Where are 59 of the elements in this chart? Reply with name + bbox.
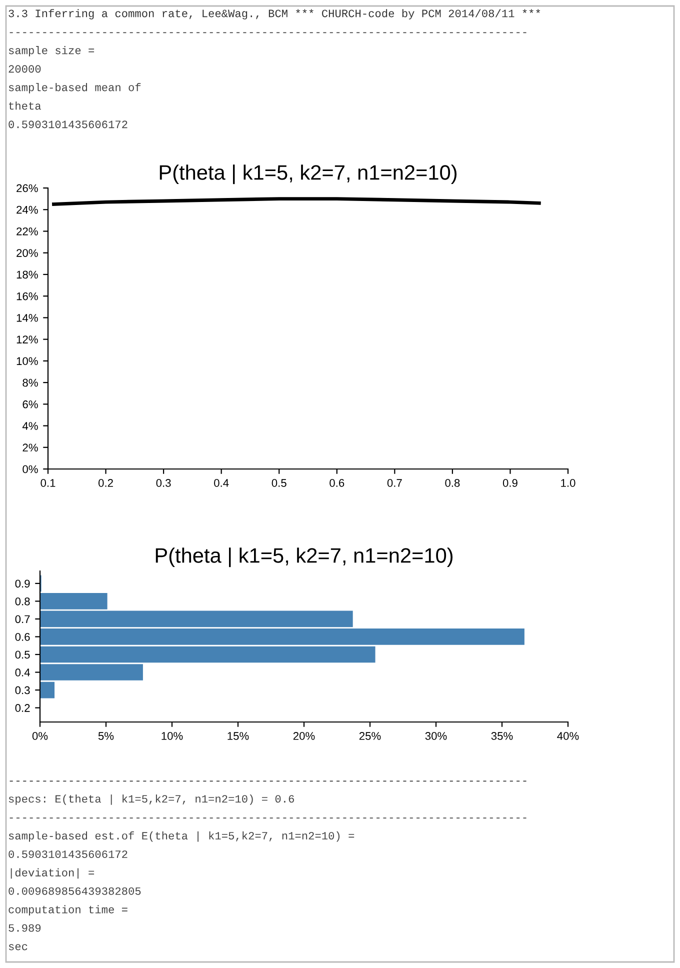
y-tick-label: 0.4 [15, 668, 30, 676]
y-tick-label: 22% [16, 228, 38, 236]
text: |deviation| = [10, 868, 94, 879]
y-tick-label: 2% [22, 444, 38, 452]
x-tick-label: 0% [32, 732, 48, 740]
text: 20000 [8, 65, 41, 73]
y-tick-label: 0.2 [15, 704, 30, 712]
y-tick-label: 0.8 [15, 597, 30, 606]
y-tick-label: 24% [16, 206, 38, 214]
x-tick-label: 0.2 [98, 479, 113, 487]
x-tick-label: 0.9 [502, 479, 518, 487]
text: 0.5903101435606172 [8, 850, 128, 858]
y-tick-label: 0.3 [15, 686, 30, 694]
text: specs: E(theta | k1=5,k2=7, n1=n2=10) = 0.6 [8, 794, 294, 805]
chart-title: P(theta | k1=5, k2=7, n1=n2=10) [156, 548, 453, 568]
x-tick-label: 20% [293, 732, 315, 740]
text: sample-based mean of [8, 83, 141, 94]
y-tick-label: 0% [22, 465, 38, 474]
text: 0.5903101435606172 [8, 120, 128, 128]
text: sec [8, 944, 28, 950]
y-tick-label: 20% [16, 249, 38, 257]
x-tick-label: 0.4 [214, 479, 229, 487]
y-tick-label: 14% [16, 314, 38, 322]
x-tick-label: 30% [425, 732, 447, 740]
y-tick-label: 0.7 [15, 615, 30, 624]
y-tick-label: 10% [16, 357, 38, 366]
y-tick-label: 18% [16, 270, 38, 279]
y-tick-label: 16% [16, 292, 38, 300]
x-tick-label: 40% [557, 732, 579, 740]
y-tick-label: 0.9 [15, 580, 30, 588]
x-tick-label: 0.7 [387, 479, 402, 487]
x-tick-label: 25% [359, 732, 381, 740]
text: sample size = [8, 46, 94, 56]
x-tick-label: 0.8 [445, 479, 460, 487]
text: 5.989 [8, 924, 41, 932]
x-tick-label: 0.5 [272, 479, 286, 487]
y-tick-label: 6% [22, 400, 38, 408]
text: ------------------------------------------------------------------------------ [10, 780, 526, 782]
x-tick-label: 1.0 [561, 479, 576, 487]
x-tick-label: 10% [162, 732, 183, 740]
x-tick-label: 5% [98, 732, 114, 740]
text: 0.009689856439382805 [8, 887, 141, 895]
y-tick-label: 8% [22, 378, 38, 387]
text: computation time = [8, 905, 128, 916]
y-tick-label: 26% [16, 184, 38, 192]
x-tick-label: 15% [228, 732, 249, 740]
x-tick-label: 35% [491, 732, 513, 740]
x-tick-label: 0.6 [330, 479, 344, 487]
y-tick-label: 12% [16, 336, 38, 344]
text: ------------------------------------------------------------------------------ [10, 32, 526, 34]
y-tick-label: 4% [22, 422, 38, 430]
text: 3.3 Inferring a common rate, Lee&Wag., BCM *** CHURCH-code by PCM 2014/08/11 *** [8, 9, 540, 20]
y-tick-label: 0.5 [15, 650, 30, 659]
x-tick-label: 0.1 [40, 479, 56, 487]
text: sample-based est.of E(theta | k1=5,k2=7, n1=n2=10) = [8, 831, 354, 842]
y-tick-label: 0.6 [15, 632, 30, 641]
x-tick-label: 0.3 [156, 479, 171, 487]
chart-title: P(theta | k1=5, k2=7, n1=n2=10) [160, 164, 457, 184]
text: theta [9, 102, 41, 110]
